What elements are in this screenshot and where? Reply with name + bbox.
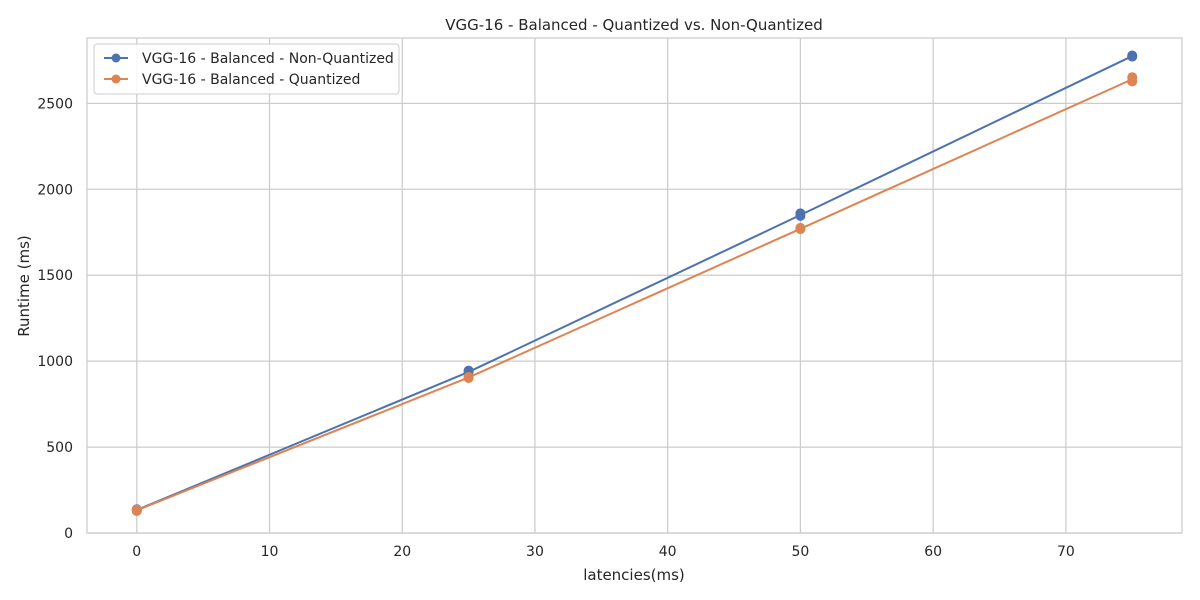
data-point [795,222,806,233]
plot-area [86,37,1183,534]
series-line [136,78,1133,512]
y-axis-label: Runtime (ms) [15,235,33,337]
data-point [1127,72,1138,83]
y-tick-label: 1500 [37,268,73,284]
data-point [463,371,474,382]
legend-marker-quantized [111,74,121,84]
x-tick-label: 20 [393,544,411,560]
x-axis-label: latencies(ms) [583,566,685,584]
data-point [1127,50,1138,61]
x-tick-label: 10 [261,544,279,560]
x-tick-label: 30 [526,544,544,560]
x-tick-label: 60 [924,544,942,560]
y-tick-label: 0 [64,526,73,542]
y-tick-label: 2500 [37,96,73,112]
series-layer [131,50,1138,516]
series-1 [131,72,1138,516]
y-tick-label: 1000 [37,354,73,370]
chart-title: VGG-16 - Balanced - Quantized vs. Non-Qu… [445,16,822,34]
legend-marker-non-quantized [111,53,121,63]
x-tick-label: 40 [659,544,677,560]
series-line [136,55,1133,511]
y-tick-label: 500 [46,440,73,456]
x-tick-label: 0 [132,544,141,560]
grid [87,38,1182,534]
x-tick-label: 70 [1057,544,1075,560]
y-tick-label: 2000 [37,182,73,198]
legend-label-non-quantized: VGG-16 - Balanced - Non-Quantized [142,51,394,67]
legend-label-quantized: VGG-16 - Balanced - Quantized [142,72,360,88]
data-point [131,504,142,515]
data-point [795,208,806,219]
tick-labels: 0 10 20 30 40 50 60 70 0 500 1000 1500 2000 2500 [37,96,1074,560]
legend: VGG-16 - Balanced - Non-Quantized VGG-16… [93,43,400,95]
legend-box [93,43,400,95]
x-tick-label: 50 [791,544,809,560]
